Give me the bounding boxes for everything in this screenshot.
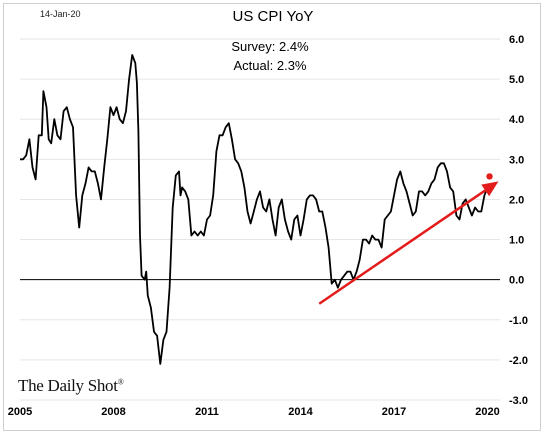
trend-arrow-head [481, 181, 499, 197]
y-tick-label: -1.0 [509, 315, 528, 327]
brand-name: The Daily Shot [18, 376, 118, 395]
brand-registered-mark: ® [117, 377, 124, 387]
y-tick-label: 1.0 [509, 235, 524, 247]
x-tick-label: 2005 [8, 406, 32, 418]
actual-annotation: Actual: 2.3% [233, 58, 307, 73]
survey-annotation: Survey: 2.4% [231, 39, 309, 54]
gridlines [20, 38, 500, 401]
y-tick-label: 6.0 [509, 34, 524, 46]
trend-layer [318, 173, 499, 305]
x-tick-label: 2014 [288, 406, 313, 418]
x-tick-label: 2011 [195, 406, 219, 418]
latest-point-marker [486, 173, 493, 180]
y-tick-label: 5.0 [509, 74, 524, 86]
y-tick-label: -2.0 [509, 355, 528, 367]
y-tick-label: -3.0 [509, 395, 528, 407]
y-tick-label: 2.0 [509, 194, 524, 206]
date-stamp: 14-Jan-20 [40, 9, 81, 19]
x-tick-label: 2017 [382, 406, 406, 418]
y-tick-label: 4.0 [509, 114, 524, 126]
cpi-series-line [20, 54, 489, 365]
trend-arrow-line [318, 189, 486, 305]
x-axis-ticks: 2005 2008 2011 2014 2017 2020 [8, 406, 500, 418]
chart-title: US CPI YoY [232, 8, 314, 25]
y-axis-ticks: 6.0 5.0 4.0 3.0 2.0 1.0 0.0 -1.0 -2.0 -3.0 [509, 34, 528, 407]
x-tick-label: 2008 [101, 406, 125, 418]
series-layer [20, 54, 489, 365]
brand-logo: The Daily Shot® [18, 376, 124, 396]
chart-frame [3, 3, 541, 431]
x-tick-label: 2020 [475, 406, 499, 418]
y-tick-label: 3.0 [509, 154, 524, 166]
y-tick-label: 0.0 [509, 275, 524, 287]
